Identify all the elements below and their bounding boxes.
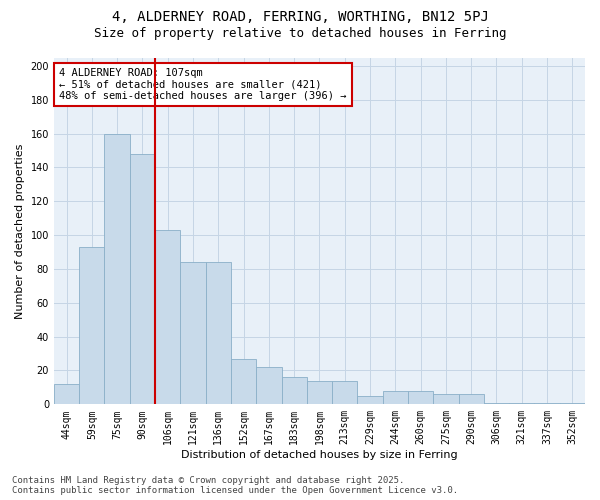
Text: 4 ALDERNEY ROAD: 107sqm
← 51% of detached houses are smaller (421)
48% of semi-d: 4 ALDERNEY ROAD: 107sqm ← 51% of detache…	[59, 68, 347, 101]
Bar	[458, 394, 484, 404]
Bar	[281, 378, 307, 404]
Bar	[307, 380, 332, 404]
Bar	[509, 402, 535, 404]
Text: Size of property relative to detached houses in Ferring: Size of property relative to detached ho…	[94, 28, 506, 40]
Bar	[54, 384, 79, 404]
Bar	[535, 402, 560, 404]
Bar	[358, 396, 383, 404]
Y-axis label: Number of detached properties: Number of detached properties	[15, 143, 25, 318]
Bar	[560, 402, 585, 404]
Bar	[79, 247, 104, 404]
Bar	[433, 394, 458, 404]
Bar	[332, 380, 358, 404]
Bar	[155, 230, 181, 404]
Bar	[256, 367, 281, 405]
Text: 4, ALDERNEY ROAD, FERRING, WORTHING, BN12 5PJ: 4, ALDERNEY ROAD, FERRING, WORTHING, BN1…	[112, 10, 488, 24]
Bar	[206, 262, 231, 404]
Bar	[383, 391, 408, 404]
Bar	[231, 358, 256, 405]
Bar	[484, 402, 509, 404]
X-axis label: Distribution of detached houses by size in Ferring: Distribution of detached houses by size …	[181, 450, 458, 460]
Text: Contains HM Land Registry data © Crown copyright and database right 2025.
Contai: Contains HM Land Registry data © Crown c…	[12, 476, 458, 495]
Bar	[181, 262, 206, 404]
Bar	[408, 391, 433, 404]
Bar	[130, 154, 155, 405]
Bar	[104, 134, 130, 404]
